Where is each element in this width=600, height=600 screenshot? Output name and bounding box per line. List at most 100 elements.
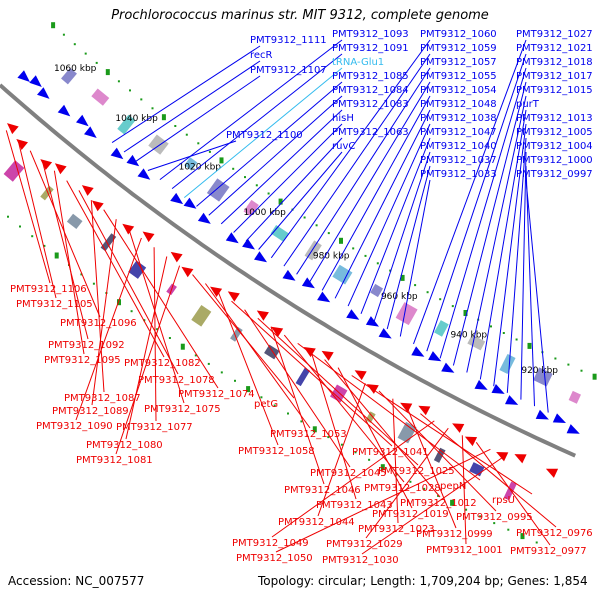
forward-gene-label: PMT9312_1111 (250, 35, 327, 46)
gene-arrow (400, 402, 413, 413)
gene-arrow (183, 197, 197, 209)
reverse-gene-label: PMT9312_1106 (10, 284, 87, 295)
reverse-gene-label: PMT9312_1019 (372, 509, 449, 520)
reverse-leader-line (153, 247, 157, 422)
reverse-gene-label: PMT9312_1081 (76, 455, 153, 466)
ring-dot (185, 133, 188, 136)
reverse-gene-label: PMT9312_1089 (52, 406, 129, 417)
ring-dot (463, 310, 468, 316)
reverse-gene-label: PMT9312_1090 (36, 421, 113, 432)
gene-arrow (452, 423, 465, 433)
ring-dot (43, 244, 46, 247)
ring-dot (554, 357, 557, 360)
forward-gene-label: PMT9312_1091 (332, 43, 409, 54)
gene-arrow (81, 185, 94, 196)
gene-arrow (321, 350, 334, 361)
forward-leader-line (386, 165, 431, 330)
gene-arrow (535, 409, 549, 420)
ring-dot (439, 298, 442, 301)
ring-dot (174, 125, 177, 127)
forward-gene-label: PMT9312_1004 (516, 141, 593, 152)
forward-gene-label: PMT9312_1000 (516, 155, 593, 166)
forward-gene-label: PMT9312_1084 (332, 85, 409, 96)
reverse-leader-line (128, 228, 185, 404)
cog-block (533, 367, 553, 387)
reverse-gene-label: PMT9312_0976 (516, 528, 593, 539)
reverse-gene-label: PMT9312_1012 (400, 498, 477, 509)
ring-dot (54, 252, 59, 259)
ring-dot (260, 396, 263, 399)
ring-dot (117, 80, 120, 83)
gene-arrow (40, 159, 53, 170)
reverse-leader-line (204, 283, 311, 429)
gene-arrow (84, 126, 97, 138)
cog-block (270, 224, 289, 242)
gene-arrow (29, 75, 42, 87)
forward-gene-label: PMT9312_1038 (420, 113, 497, 124)
reverse-gene-label: PMT9312_1078 (138, 375, 215, 386)
ring-dot (129, 89, 131, 92)
ring-dot (437, 494, 440, 497)
reverse-gene-label: PMT9312_1045 (310, 468, 387, 479)
gene-arrow (566, 424, 580, 434)
gene-arrow (122, 223, 135, 235)
gene-arrow (346, 309, 360, 320)
forward-gene-label: PMT9312_1005 (516, 127, 593, 138)
cog-block (91, 88, 110, 106)
forward-leader-line (159, 39, 343, 180)
forward-leader-line (147, 140, 237, 171)
ring-dot (194, 354, 197, 357)
ruler-label: 1000 kbp (243, 208, 286, 218)
reverse-leader-line (420, 413, 557, 528)
forward-gene-label: PMT9312_1021 (516, 43, 593, 54)
ring-dot (168, 337, 171, 339)
ring-dot (395, 473, 398, 476)
gene-arrow (57, 104, 71, 117)
forward-leader-line (439, 67, 527, 359)
ruler-label: 960 kbp (381, 292, 418, 302)
cog-block (100, 233, 117, 252)
label-leader-lines (5, 39, 557, 555)
reverse-leader-line (337, 367, 413, 509)
reverse-gene-label: PMT9312_0995 (456, 512, 533, 523)
reverse-gene-label: PMT9312_1095 (44, 355, 121, 366)
cog-block (365, 411, 376, 424)
gene-arrow (91, 200, 104, 212)
forward-gene-label: purT (516, 99, 540, 110)
gene-arrow (428, 351, 442, 362)
forward-gene-label: PMT9312_1100 (226, 130, 303, 141)
ring-dot (426, 291, 429, 294)
ruler-label: 1040 kbp (115, 114, 158, 124)
forward-gene-label: PMT9312_1017 (516, 71, 593, 82)
cog-block (191, 304, 212, 327)
forward-gene-label: PMT9312_1048 (420, 99, 497, 110)
ring-dot (273, 404, 276, 407)
ring-dot (84, 52, 87, 55)
ring-dot (502, 332, 505, 334)
cog-block (206, 178, 230, 202)
gene-arrow (418, 405, 431, 416)
forward-leader-line (196, 81, 343, 207)
ring-dot (340, 443, 343, 446)
reverse-leader-line (217, 292, 279, 446)
cog-block (264, 344, 280, 360)
reverse-gene-label: PMT9312_1087 (64, 393, 141, 404)
reverse-gene-label: PMT9312_1096 (60, 318, 137, 329)
forward-leader-line (466, 95, 527, 373)
reverse-leader-line (90, 200, 105, 393)
reverse-leader-line (283, 334, 405, 483)
ring-dot (354, 451, 357, 454)
ring-dot (208, 150, 211, 153)
forward-leader-line (525, 165, 535, 407)
gene-arrow (378, 328, 392, 339)
forward-gene-label: PMT9312_1013 (516, 113, 593, 124)
ring-dot (156, 328, 159, 331)
ring-dot (527, 342, 532, 349)
reverse-leader-line (461, 435, 467, 545)
ring-dot (31, 235, 34, 238)
forward-gene-label: PMT9312_1027 (516, 29, 593, 40)
ring-dot (161, 114, 166, 121)
ring-dot (409, 480, 412, 483)
gene-arrow (181, 266, 194, 278)
